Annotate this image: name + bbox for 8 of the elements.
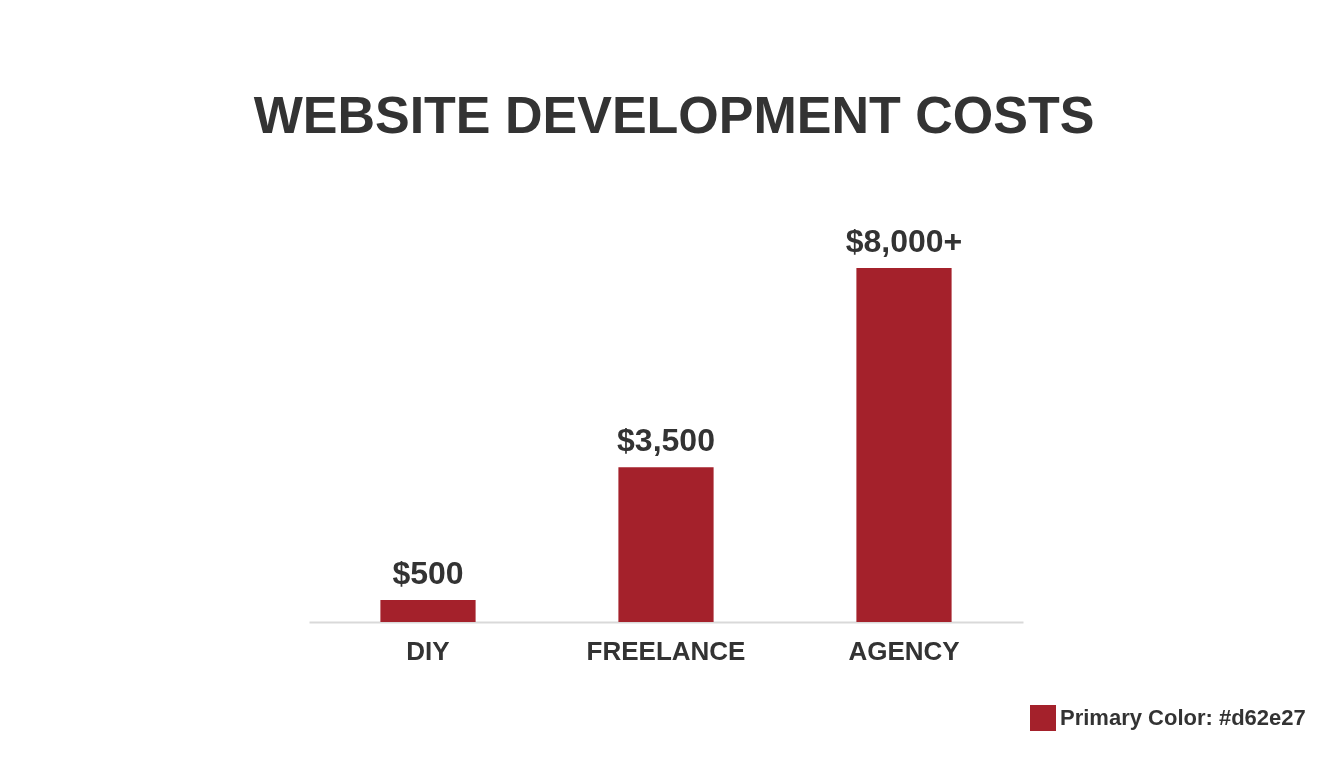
legend-label: Primary Color: #d62e27 — [1060, 705, 1306, 730]
data-label: $500 — [392, 554, 464, 591]
data-label: $8,000+ — [845, 223, 963, 259]
x-tick-label: FREELANCE — [586, 635, 746, 666]
x-tick-label: AGENCY — [848, 635, 960, 666]
data-label: $3,500 — [617, 422, 715, 459]
x-tick-label: DIY — [406, 635, 450, 666]
chart-title: WEBSITE DEVELOPMENT COSTS — [253, 86, 1095, 144]
